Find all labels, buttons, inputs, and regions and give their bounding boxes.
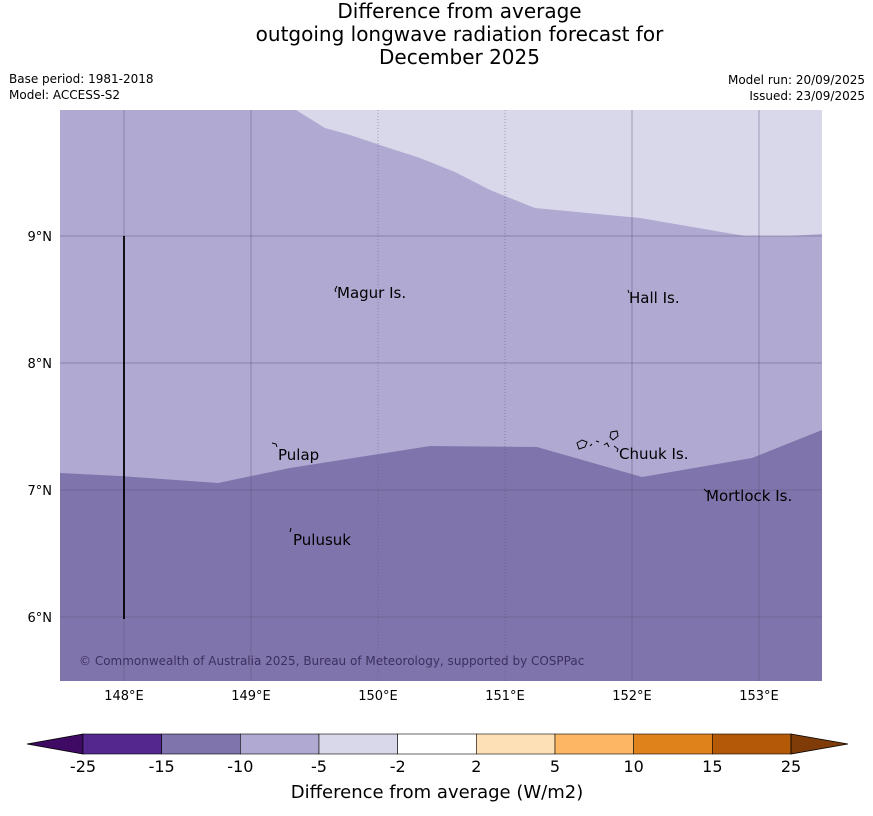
colorbar-tick-label: 5 <box>550 757 560 776</box>
model-run-text: Model run: 20/09/2025 <box>727 73 865 87</box>
x-tick-151e: 151°E <box>485 689 525 704</box>
colorbar-tick-label: 2 <box>471 757 481 776</box>
colorbar-segment <box>397 733 477 755</box>
colorbar-segment <box>712 733 792 755</box>
colorbar-segment <box>240 733 320 755</box>
x-tick-148e: 148°E <box>104 689 144 704</box>
x-tick-150e: 150°E <box>358 689 398 704</box>
label-magur-is: Magur Is. <box>337 284 406 302</box>
colorbar-extend-high <box>790 733 849 755</box>
meta-left: Base period: 1981-2018 Model: ACCESS-S2 <box>9 71 154 103</box>
chuuk-lagoon-islands <box>576 430 619 453</box>
title-line-3: December 2025 <box>379 45 540 69</box>
colorbar: -25 -15 -10 -5 -2 2 5 10 15 25 <box>26 733 849 776</box>
title-line-1: Difference from average <box>337 0 582 23</box>
issued-text: Issued: 23/09/2025 <box>749 89 865 103</box>
colorbar-tick-label: -25 <box>70 757 96 776</box>
y-axis-ticks: 9°N 8°N 7°N 6°N <box>28 230 53 626</box>
x-tick-153e: 153°E <box>739 689 779 704</box>
island-outlines <box>271 285 708 533</box>
x-axis-ticks: 148°E 149°E 150°E 151°E 152°E 153°E <box>104 689 779 704</box>
meta-right: Model run: 20/09/2025 Issued: 23/09/2025 <box>728 72 865 104</box>
colorbar-tick-label: -5 <box>311 757 327 776</box>
label-pulap: Pulap <box>278 446 319 464</box>
colorbar-tick-label: -15 <box>149 757 175 776</box>
x-tick-152e: 152°E <box>612 689 652 704</box>
colorbar-segment <box>476 733 556 755</box>
colorbar-tick-label: -2 <box>390 757 406 776</box>
y-tick-9n: 9°N <box>28 230 53 245</box>
chuuk-island-4 <box>603 442 610 448</box>
colorbar-segment <box>554 733 634 755</box>
base-period-text: Base period: 1981-2018 <box>9 72 154 86</box>
colorbar-extend-low <box>26 733 84 755</box>
chuuk-island-2 <box>589 443 593 447</box>
colorbar-segment <box>318 733 398 755</box>
chuuk-island-1 <box>576 439 588 450</box>
x-tick-149e: 149°E <box>231 689 271 704</box>
chuuk-island-5 <box>609 430 619 441</box>
band-minus5-minus2 <box>296 110 822 236</box>
map-title: Difference from average outgoing longwav… <box>0 0 873 69</box>
colorbar-tick-label: -10 <box>227 757 253 776</box>
y-tick-7n: 7°N <box>28 484 53 499</box>
label-mortlock-is: Mortlock Is. <box>706 487 792 505</box>
pulap-island-outline <box>271 442 278 448</box>
colorbar-title: Difference from average (W/m2) <box>291 782 583 803</box>
colorbar-segment <box>161 733 241 755</box>
band-minus15-minus10 <box>60 430 822 681</box>
title-line-2: outgoing longwave radiation forecast for <box>255 22 664 46</box>
pulusuk-island-outline <box>289 527 292 533</box>
label-chuuk-is: Chuuk Is. <box>619 445 688 463</box>
mortlock-island-outline <box>703 488 708 493</box>
place-labels: Magur Is. Hall Is. Pulap Chuuk Is. Mortl… <box>278 284 792 549</box>
y-tick-6n: 6°N <box>28 611 53 626</box>
colorbar-tick-label: 25 <box>781 757 801 776</box>
hall-island-outline <box>627 289 630 294</box>
colorbar-tick-label: 10 <box>623 757 643 776</box>
chuuk-island-3 <box>595 440 600 443</box>
y-tick-8n: 8°N <box>28 357 53 372</box>
colorbar-segment <box>633 733 713 755</box>
anomaly-field <box>60 110 822 681</box>
chuuk-island-6 <box>613 445 619 453</box>
model-text: Model: ACCESS-S2 <box>9 88 121 102</box>
label-pulusuk: Pulusuk <box>293 531 351 549</box>
label-hall-is: Hall Is. <box>629 289 680 307</box>
colorbar-segment <box>82 733 162 755</box>
magur-island-outline <box>334 285 338 293</box>
colorbar-tick-label: 15 <box>702 757 722 776</box>
copyright-text: © Commonwealth of Australia 2025, Bureau… <box>79 654 584 668</box>
